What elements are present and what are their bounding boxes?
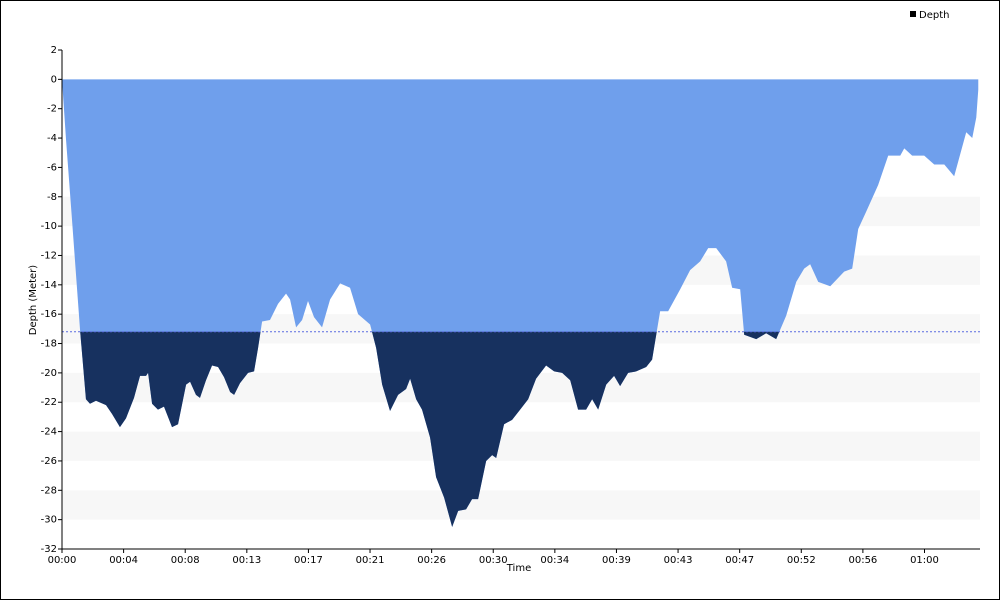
x-tick-label: 00:56 (848, 555, 877, 566)
y-tick-label: -22 (41, 397, 57, 408)
y-tick-label: -4 (47, 133, 57, 144)
y-tick-label: -14 (41, 280, 57, 291)
y-tick-label: -24 (41, 427, 57, 438)
y-tick-label: -16 (41, 309, 57, 320)
y-tick-label: -10 (41, 221, 57, 232)
y-tick-label: -20 (41, 368, 57, 379)
x-tick-label: 00:13 (232, 555, 261, 566)
y-tick-label: -26 (41, 456, 57, 467)
background-band (62, 490, 980, 520)
y-tick-label: -6 (47, 162, 57, 173)
y-tick-label: -8 (47, 192, 57, 203)
y-tick-label: 2 (51, 45, 57, 56)
x-tick-label: 00:00 (48, 555, 77, 566)
x-axis-label: Time (506, 563, 531, 574)
x-tick-label: 00:26 (417, 555, 446, 566)
y-tick-label: 0 (51, 74, 57, 85)
y-tick-label: -12 (41, 250, 57, 261)
x-tick-label: 00:34 (540, 555, 569, 566)
y-axis-label: Depth (Meter) (28, 265, 39, 336)
y-tick-label: -28 (41, 485, 57, 496)
x-tick-label: 00:21 (356, 555, 385, 566)
legend-swatch (910, 11, 916, 17)
background-band (62, 431, 980, 461)
depth-area (62, 79, 979, 527)
depth-area-below-threshold (80, 331, 780, 527)
x-tick-label: 00:47 (725, 555, 754, 566)
x-tick-label: 00:39 (602, 555, 631, 566)
x-tick-label: 00:17 (294, 555, 323, 566)
x-tick-label: 00:52 (787, 555, 816, 566)
x-tick-label: 00:43 (664, 555, 693, 566)
y-tick-label: -2 (47, 104, 57, 115)
y-tick-label: -18 (41, 339, 57, 350)
x-tick-label: 00:08 (171, 555, 200, 566)
x-tick-label: 00:04 (109, 555, 138, 566)
x-tick-label: 00:30 (479, 555, 508, 566)
y-tick-label: -32 (41, 544, 57, 555)
y-tick-label: -30 (41, 515, 57, 526)
legend-label: Depth (919, 10, 949, 21)
x-tick-label: 01:00 (910, 555, 939, 566)
